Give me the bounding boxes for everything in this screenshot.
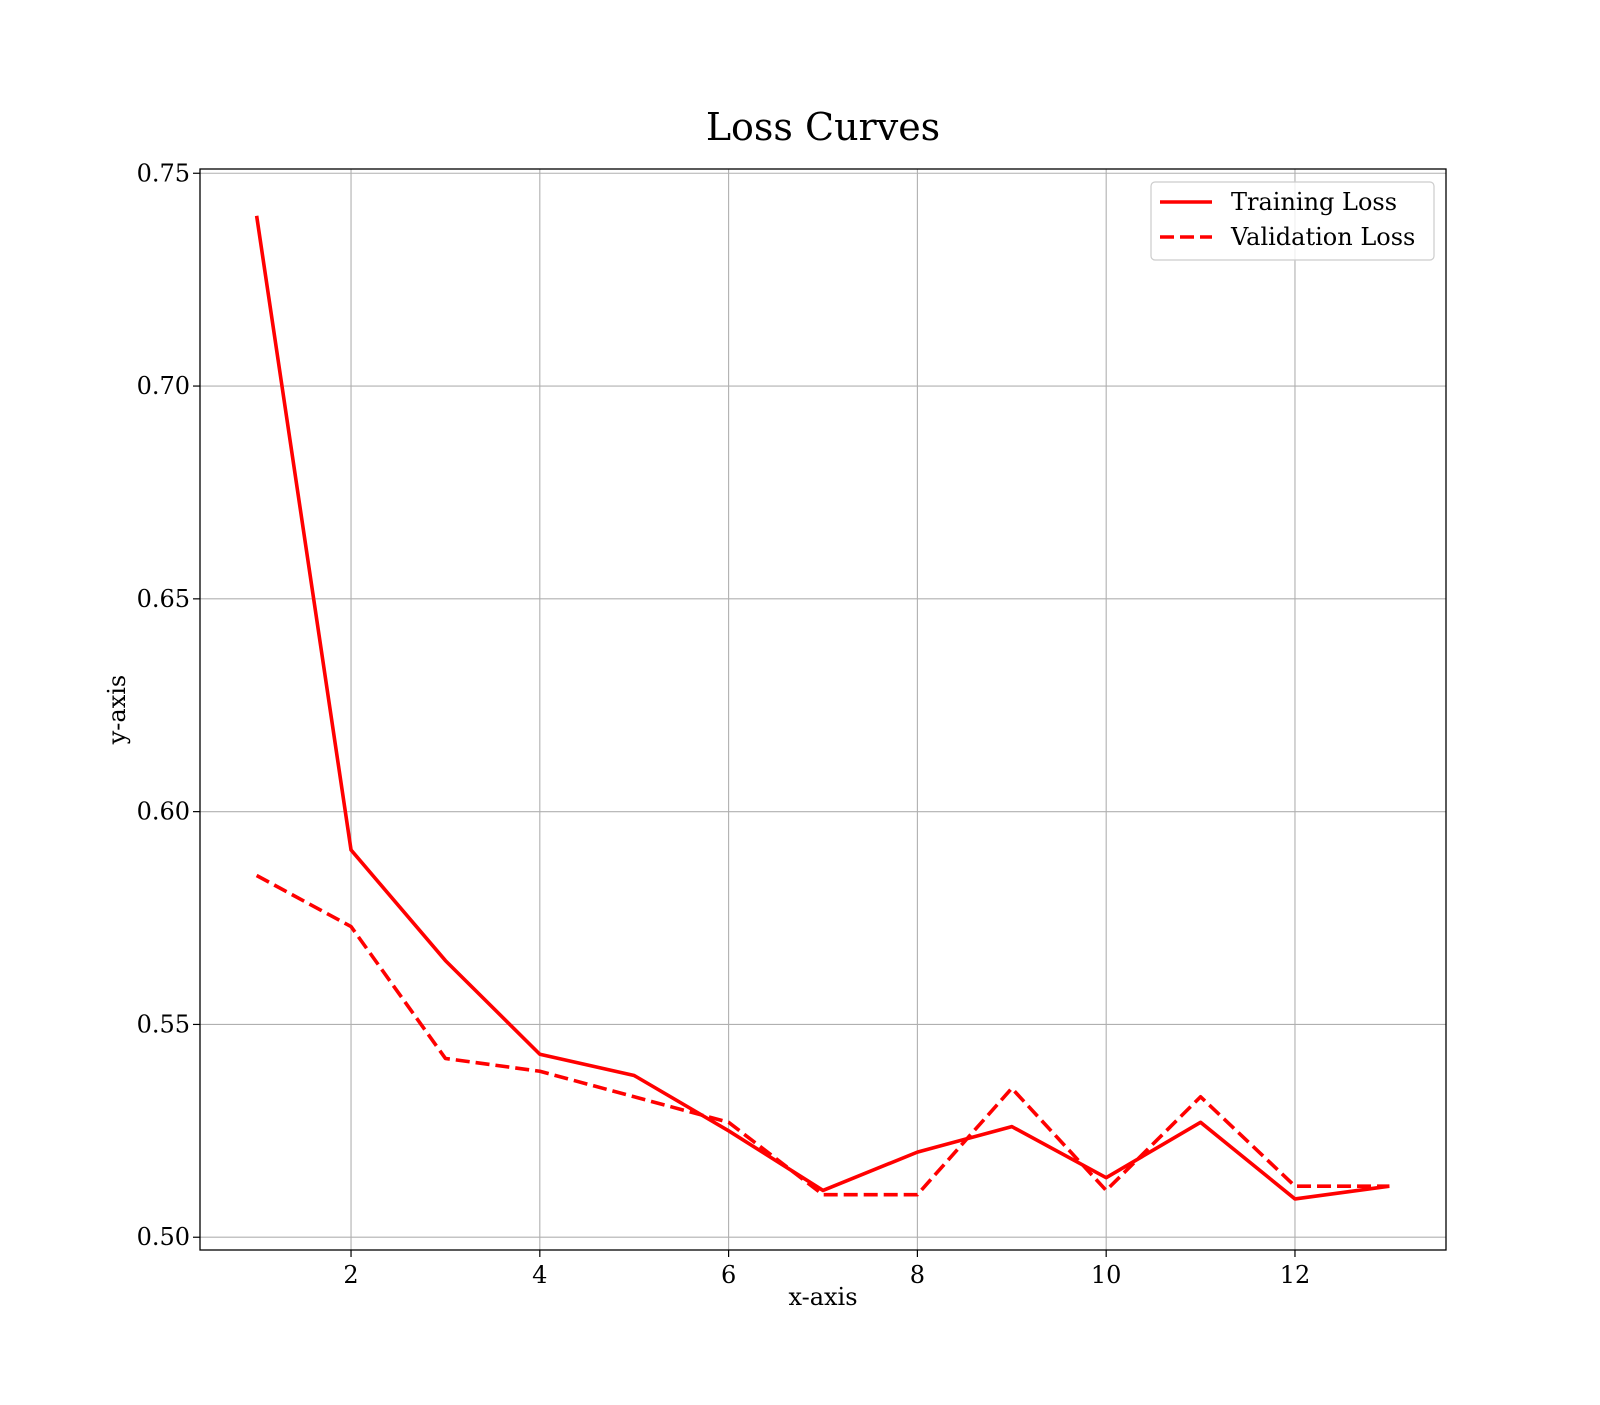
- y-tick-label: 0.75: [137, 159, 190, 187]
- y-tick-label: 0.55: [137, 1010, 190, 1038]
- legend-label-validation-loss: Validation Loss: [1230, 223, 1415, 251]
- plot-frame: [199, 168, 1447, 1251]
- y-axis-label: y-axis: [103, 675, 131, 746]
- legend: Training Loss Validation Loss: [1150, 181, 1435, 261]
- series-line-validation-loss: [255, 873, 1390, 1197]
- x-tick-label: 6: [721, 1261, 736, 1289]
- ticks: 2 4 6 8 10 12 0.50 0.55 0.60 0.65 0.70 0.75: [137, 159, 1311, 1289]
- grid: [200, 169, 1446, 1250]
- x-axis-label: x-axis: [788, 1283, 857, 1311]
- y-tick-label: 0.60: [137, 798, 190, 826]
- x-tick-label: 8: [910, 1261, 925, 1289]
- x-tick-label: 2: [343, 1261, 358, 1289]
- series-layer: [254, 215, 1390, 1201]
- y-tick-label: 0.70: [137, 372, 190, 400]
- series-line-training-loss: [254, 215, 1390, 1201]
- x-tick-label: 12: [1280, 1261, 1311, 1289]
- x-tick-label: 10: [1091, 1261, 1122, 1289]
- legend-box: [1150, 181, 1435, 261]
- chart-title: Loss Curves: [706, 105, 940, 149]
- y-tick-label: 0.50: [137, 1223, 190, 1251]
- y-tick-label: 0.65: [137, 585, 190, 613]
- legend-label-training-loss: Training Loss: [1231, 188, 1397, 216]
- x-tick-label: 4: [532, 1261, 547, 1289]
